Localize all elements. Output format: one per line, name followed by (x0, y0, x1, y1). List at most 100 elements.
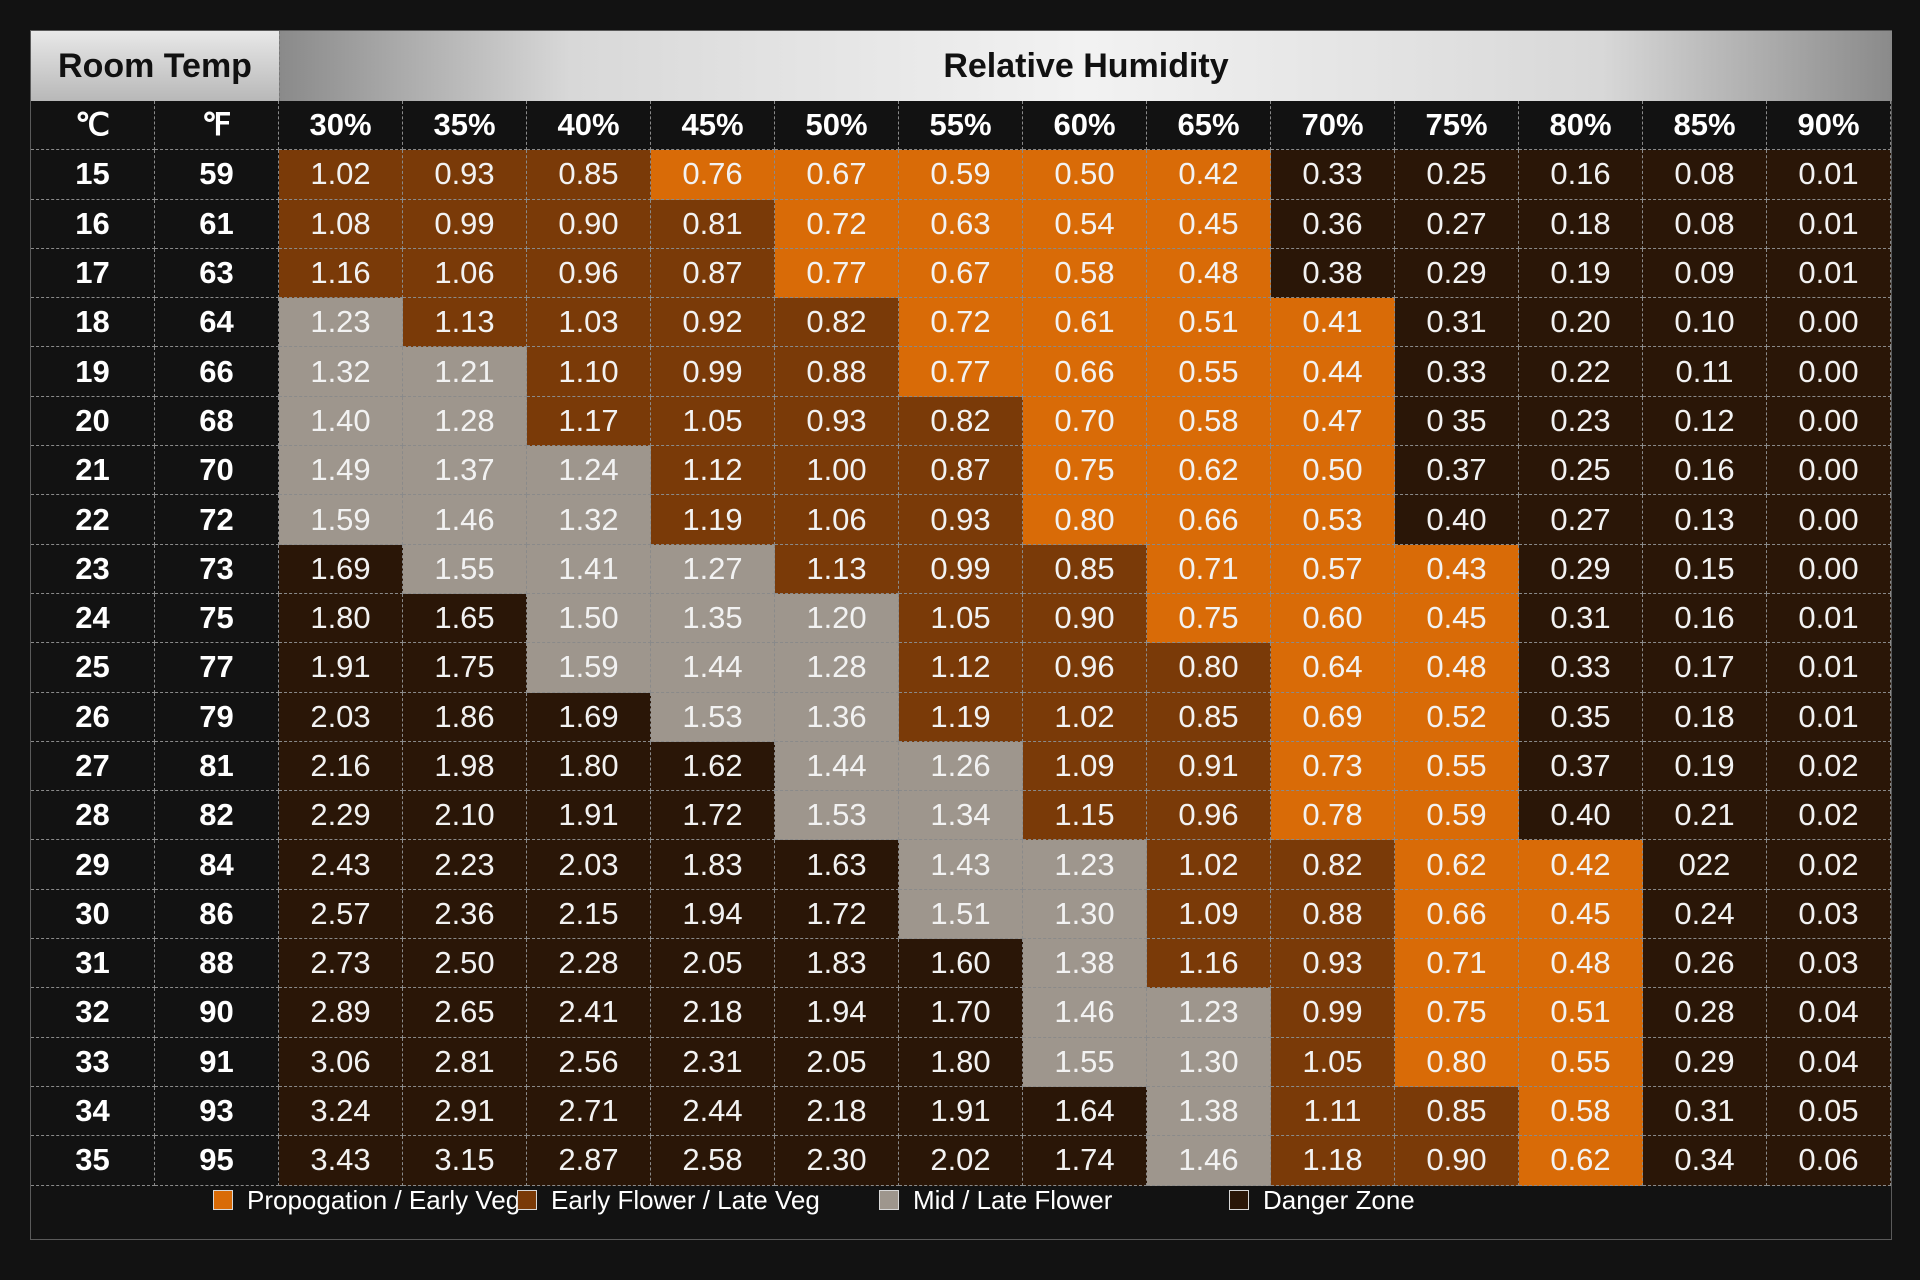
vpd-cell: 1.11 (1271, 1086, 1395, 1137)
vpd-cell: 0.27 (1395, 199, 1519, 249)
fahrenheit-header: ℉ (155, 101, 279, 151)
fahrenheit-cell: 90 (155, 988, 279, 1038)
vpd-cell: 0.25 (1395, 150, 1519, 200)
vpd-cell: 1.44 (651, 643, 775, 693)
celsius-cell: 24 (31, 593, 155, 644)
vpd-cell: 0.55 (1519, 1037, 1643, 1087)
vpd-cell: 1.23 (1023, 840, 1147, 890)
vpd-cell: 0.99 (403, 199, 527, 249)
legend: Propogation / Early Veg Early Flower / La… (31, 1169, 1891, 1239)
vpd-cell: 1.30 (1147, 1037, 1271, 1087)
vpd-cell: 0.37 (1395, 446, 1519, 496)
vpd-cell: 0.82 (775, 298, 899, 348)
vpd-cell: 1.26 (899, 741, 1023, 792)
vpd-cell: 0.31 (1395, 298, 1519, 348)
vpd-cell: 0.01 (1767, 593, 1891, 644)
vpd-cell: 0.18 (1519, 199, 1643, 249)
vpd-cell: 0.33 (1519, 643, 1643, 693)
vpd-cell: 1.55 (1023, 1037, 1147, 1087)
vpd-cell: 0.57 (1271, 544, 1395, 594)
vpd-cell: 0.53 (1271, 495, 1395, 545)
vpd-cell: 0.85 (1395, 1086, 1519, 1137)
vpd-cell: 1.08 (279, 199, 403, 249)
vpd-cell: 1.16 (279, 248, 403, 299)
vpd-cell: 2.10 (403, 791, 527, 841)
fahrenheit-cell: 88 (155, 939, 279, 989)
vpd-cell: 0.48 (1395, 643, 1519, 693)
vpd-cell: 0.93 (899, 495, 1023, 545)
vpd-cell: 0.35 (1519, 692, 1643, 742)
vpd-cell: 0.85 (1023, 544, 1147, 594)
vpd-cell: 0.10 (1643, 298, 1767, 348)
vpd-cell: 1.19 (899, 692, 1023, 742)
celsius-cell: 23 (31, 544, 155, 594)
vpd-cell: 1.62 (651, 741, 775, 792)
vpd-table: ℃ ℉ 30% 35% 40% 45% 50% 55% 60% 65% 70% 75% 80% 85% 90… (31, 101, 1891, 1186)
celsius-cell: 33 (31, 1037, 155, 1087)
vpd-cell: 1.35 (651, 593, 775, 644)
vpd-cell: 1.53 (775, 791, 899, 841)
vpd-cell: 1.55 (403, 544, 527, 594)
vpd-cell: 0.96 (1023, 643, 1147, 693)
humidity-header: 75% (1395, 101, 1519, 151)
vpd-cell: 1.46 (403, 495, 527, 545)
vpd-cell: 0.41 (1271, 298, 1395, 348)
vpd-cell: 1.69 (279, 544, 403, 594)
vpd-cell: 1.17 (527, 396, 651, 447)
vpd-cell: 0.29 (1643, 1037, 1767, 1087)
celsius-cell: 16 (31, 199, 155, 249)
vpd-cell: 1.38 (1023, 939, 1147, 989)
vpd-cell: 0.50 (1023, 150, 1147, 200)
vpd-cell: 1.36 (775, 692, 899, 742)
vpd-cell: 0.63 (899, 199, 1023, 249)
vpd-cell: 0.66 (1147, 495, 1271, 545)
vpd-cell: 0.24 (1643, 889, 1767, 940)
vpd-cell: 1.16 (1147, 939, 1271, 989)
vpd-cell: 0.59 (1395, 791, 1519, 841)
vpd-cell: 1.86 (403, 692, 527, 742)
vpd-cell: 2.15 (527, 889, 651, 940)
vpd-cell: 1.37 (403, 446, 527, 496)
vpd-cell: 0.59 (899, 150, 1023, 200)
vpd-cell: 1.30 (1023, 889, 1147, 940)
vpd-cell: 1.05 (651, 396, 775, 447)
celsius-cell: 15 (31, 150, 155, 200)
vpd-cell: 0.34 (1643, 1136, 1767, 1186)
vpd-cell: 0.67 (775, 150, 899, 200)
vpd-cell: 1.27 (651, 544, 775, 594)
vpd-cell: 0.09 (1643, 248, 1767, 299)
humidity-header: 90% (1767, 101, 1891, 151)
vpd-cell: 2.02 (899, 1136, 1023, 1186)
vpd-cell: 1.10 (527, 347, 651, 397)
vpd-cell: 0.02 (1767, 791, 1891, 841)
vpd-cell: 0.42 (1519, 840, 1643, 890)
vpd-cell: 1.75 (403, 643, 527, 693)
vpd-cell: 0.45 (1519, 889, 1643, 940)
vpd-cell: 1.46 (1023, 988, 1147, 1038)
celsius-cell: 32 (31, 988, 155, 1038)
fahrenheit-cell: 59 (155, 150, 279, 200)
vpd-cell: 0.62 (1519, 1136, 1643, 1186)
vpd-cell: 0.93 (775, 396, 899, 447)
vpd-cell: 1.91 (899, 1086, 1023, 1137)
vpd-cell: 0.02 (1767, 741, 1891, 792)
vpd-cell: 0.00 (1767, 544, 1891, 594)
vpd-cell: 0.99 (899, 544, 1023, 594)
vpd-cell: 0.08 (1643, 150, 1767, 200)
fahrenheit-cell: 84 (155, 840, 279, 890)
vpd-cell: 1.69 (527, 692, 651, 742)
vpd-cell: 1.83 (651, 840, 775, 890)
vpd-cell: 1.12 (651, 446, 775, 496)
humidity-header: 60% (1023, 101, 1147, 151)
legend-swatch (517, 1190, 537, 1210)
vpd-cell: 0.13 (1643, 495, 1767, 545)
vpd-cell: 0.77 (775, 248, 899, 299)
vpd-cell: 0.99 (1271, 988, 1395, 1038)
vpd-cell: 0.75 (1147, 593, 1271, 644)
vpd-cell: 0.01 (1767, 643, 1891, 693)
vpd-cell: 1.05 (899, 593, 1023, 644)
vpd-cell: 1.13 (403, 298, 527, 348)
vpd-cell: 1.43 (899, 840, 1023, 890)
vpd-cell: 0.37 (1519, 741, 1643, 792)
vpd-cell: 0.72 (775, 199, 899, 249)
